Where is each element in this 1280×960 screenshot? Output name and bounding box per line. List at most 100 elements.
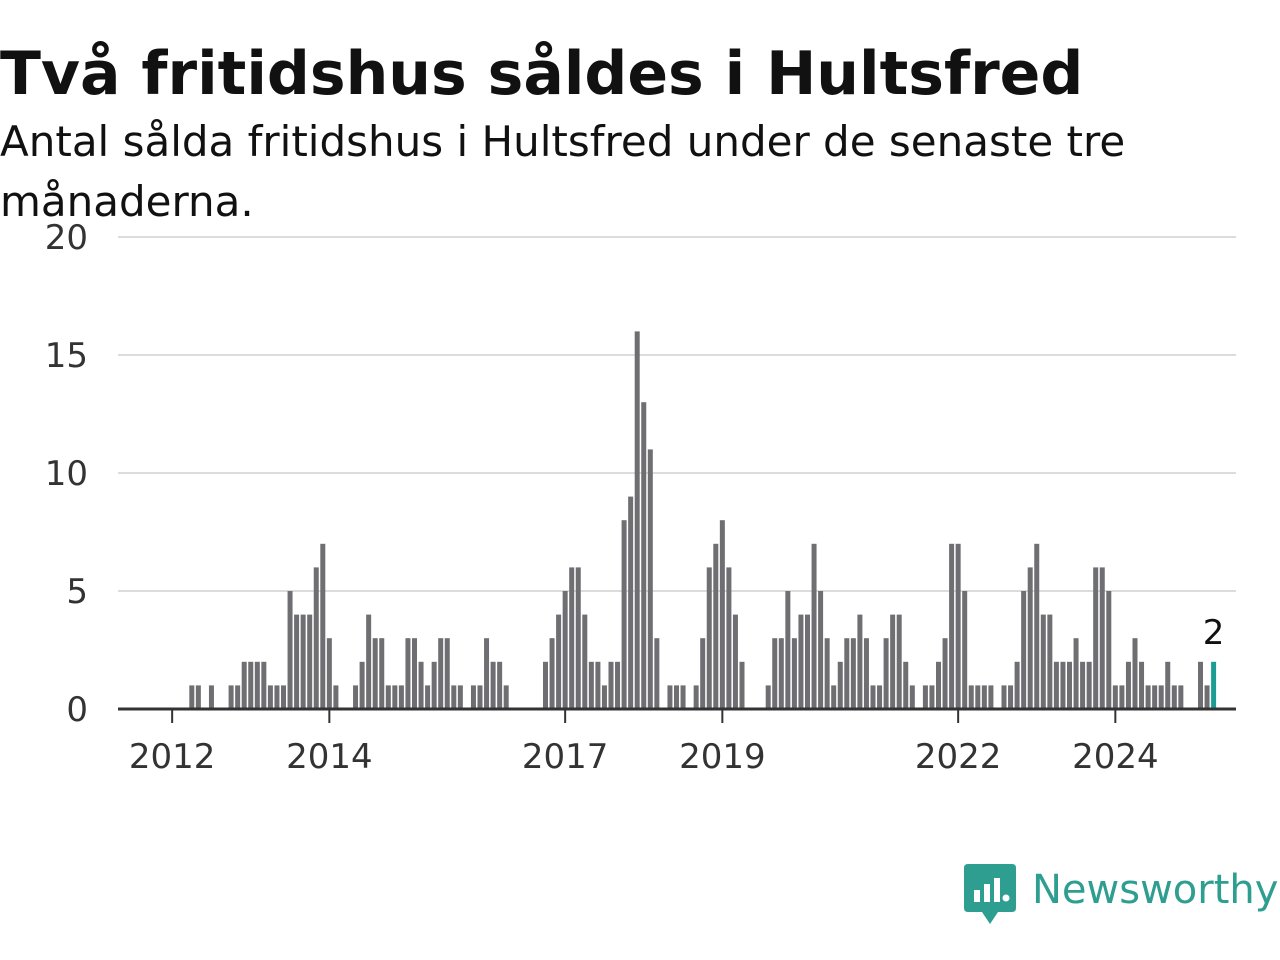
bar — [732, 614, 738, 709]
bar — [1152, 685, 1158, 709]
bar — [1067, 661, 1072, 709]
bar — [621, 520, 627, 709]
bar — [1008, 685, 1014, 709]
bar — [281, 685, 286, 709]
bar — [628, 496, 634, 709]
bar — [890, 614, 896, 709]
bar — [1053, 661, 1059, 709]
bar — [477, 685, 483, 709]
bar — [719, 520, 725, 709]
bar — [1119, 685, 1125, 709]
bar — [654, 638, 660, 709]
bar — [575, 567, 581, 709]
bar — [936, 661, 941, 709]
bar — [857, 614, 863, 709]
bar — [208, 685, 214, 709]
bar — [366, 614, 372, 709]
bar — [1132, 638, 1138, 709]
bar — [412, 638, 417, 709]
bar — [274, 685, 280, 709]
bar — [693, 685, 699, 709]
bar — [1112, 685, 1118, 709]
bar — [1198, 661, 1203, 709]
bar — [805, 614, 810, 709]
bar — [235, 685, 241, 709]
bar — [955, 543, 961, 709]
x-axis-ticks: 2012 2014 2017 2019 2022 2024 — [129, 709, 1159, 777]
bar — [870, 685, 876, 709]
bar — [294, 614, 300, 709]
bar — [896, 614, 902, 709]
bar — [254, 661, 260, 709]
newsworthy-logo: Newsworthy — [964, 864, 1280, 926]
bar — [353, 685, 359, 709]
x-tick-label: 2024 — [1072, 737, 1159, 777]
bar — [1073, 638, 1079, 709]
bar — [700, 638, 706, 709]
bar — [615, 661, 621, 709]
bar — [595, 661, 601, 709]
bar — [359, 661, 365, 709]
bar — [241, 661, 247, 709]
bar — [372, 638, 378, 709]
bar — [326, 638, 332, 709]
bar — [320, 543, 326, 709]
bars-group — [189, 331, 1217, 709]
bar — [484, 638, 490, 709]
bar — [248, 661, 254, 709]
bar — [569, 567, 575, 709]
bar — [811, 543, 817, 709]
bar — [313, 567, 319, 709]
y-tick-label: 15 — [45, 336, 88, 376]
bar — [1001, 685, 1007, 709]
bar — [778, 638, 784, 709]
y-tick-label: 0 — [66, 690, 88, 730]
bar — [850, 638, 856, 709]
bar — [981, 685, 987, 709]
gridlines — [118, 236, 1236, 592]
bar — [287, 591, 293, 709]
bar — [556, 614, 562, 709]
bar — [425, 685, 431, 709]
bar — [195, 685, 201, 709]
bar — [968, 685, 974, 709]
bar — [929, 685, 935, 709]
bar — [909, 685, 915, 709]
x-tick-label: 2012 — [129, 737, 216, 777]
bar — [1040, 614, 1046, 709]
bar — [457, 685, 463, 709]
bar — [877, 685, 883, 709]
x-tick-label: 2019 — [679, 737, 766, 777]
bar — [1099, 567, 1105, 709]
bar — [883, 638, 889, 709]
bar — [490, 661, 496, 709]
y-tick-label: 5 — [66, 572, 88, 612]
bar — [267, 685, 273, 709]
bar — [398, 685, 404, 709]
bar — [1086, 661, 1092, 709]
bar — [189, 685, 195, 709]
bar — [1145, 685, 1151, 709]
x-tick-label: 2014 — [286, 737, 373, 777]
bar — [379, 638, 385, 709]
last-value-label: 2 — [1203, 613, 1225, 653]
y-axis-ticks: 0 5 10 15 20 — [45, 218, 88, 730]
bar — [1060, 661, 1066, 709]
bar — [470, 685, 476, 709]
bar — [1080, 661, 1086, 709]
bar — [1106, 591, 1112, 709]
bar — [903, 661, 909, 709]
bar — [1165, 661, 1171, 709]
newsworthy-logo-icon — [964, 864, 1016, 924]
y-tick-label: 10 — [45, 454, 88, 494]
bar — [674, 685, 679, 709]
bar — [418, 661, 424, 709]
bar — [1093, 567, 1099, 709]
bar — [549, 638, 555, 709]
bar — [785, 591, 791, 709]
bar — [562, 591, 568, 709]
bar — [1047, 614, 1053, 709]
bar — [307, 614, 313, 709]
chart-title: Två fritidshus såldes i Hultsfred — [0, 39, 1084, 109]
